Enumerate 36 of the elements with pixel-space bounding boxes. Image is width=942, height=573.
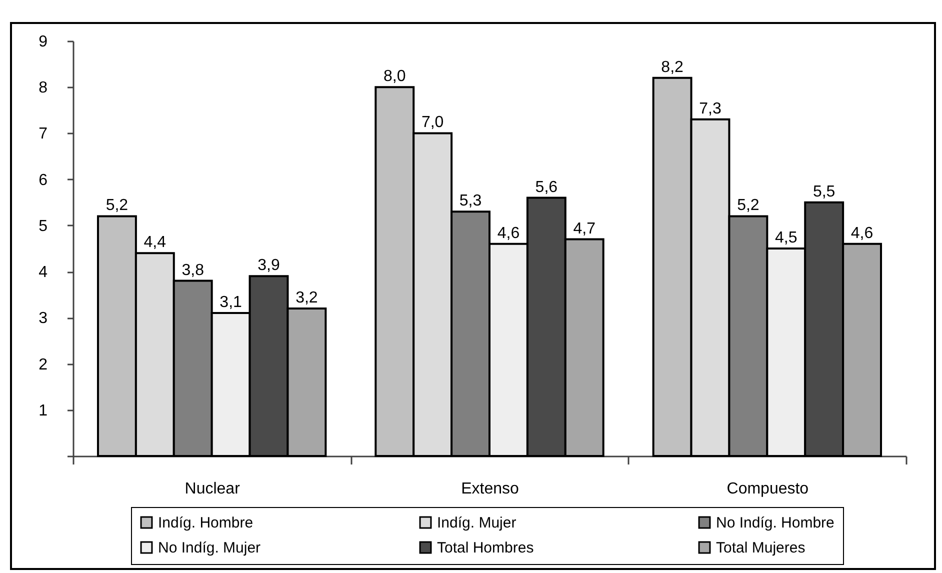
legend-label: Indíg. Hombre [158, 514, 254, 532]
legend-label: Indíg. Mujer [437, 514, 516, 532]
y-tick-label: 7 [38, 126, 48, 143]
x-tick-label: Extenso [461, 480, 520, 498]
x-tick-label: Compuesto [726, 480, 809, 498]
y-tick-label: 6 [38, 172, 48, 189]
y-tick-label: 5 [38, 218, 48, 235]
data-label: 3,2 [296, 289, 318, 306]
data-label: 4,7 [573, 220, 596, 238]
y-tick-label: 4 [38, 264, 48, 282]
data-label: 8,2 [661, 58, 684, 76]
data-label: 4,6 [850, 224, 874, 242]
legend-label: Total Mujeres [716, 540, 806, 556]
legend-label: Total Hombres [437, 540, 534, 556]
data-label: 3,8 [182, 262, 204, 279]
data-label: 4,4 [144, 234, 166, 252]
data-label: 5,2 [737, 197, 760, 214]
data-label: 5,2 [106, 197, 128, 214]
data-label: 3,1 [220, 294, 242, 312]
y-tick-label: 8 [38, 80, 48, 97]
y-tick-label: 9 [38, 34, 48, 50]
data-label: 5,3 [459, 192, 482, 210]
data-label: 7,0 [421, 114, 444, 132]
legend-label: No Indíg. Mujer [158, 540, 261, 556]
data-label: 7,3 [699, 100, 722, 118]
data-label: 4,5 [775, 230, 798, 246]
data-label: 4,6 [497, 224, 520, 242]
legend-label: No Indíg. Hombre [716, 514, 834, 532]
data-label: 5,5 [812, 183, 836, 200]
y-tick-label: 3 [38, 310, 48, 328]
data-label: 5,6 [535, 178, 558, 196]
y-tick-label: 2 [38, 356, 48, 374]
data-label: 8,0 [384, 68, 406, 86]
y-tick-label: 1 [38, 402, 48, 420]
x-tick-label: Nuclear [184, 480, 241, 498]
data-label: 3,9 [258, 257, 280, 274]
